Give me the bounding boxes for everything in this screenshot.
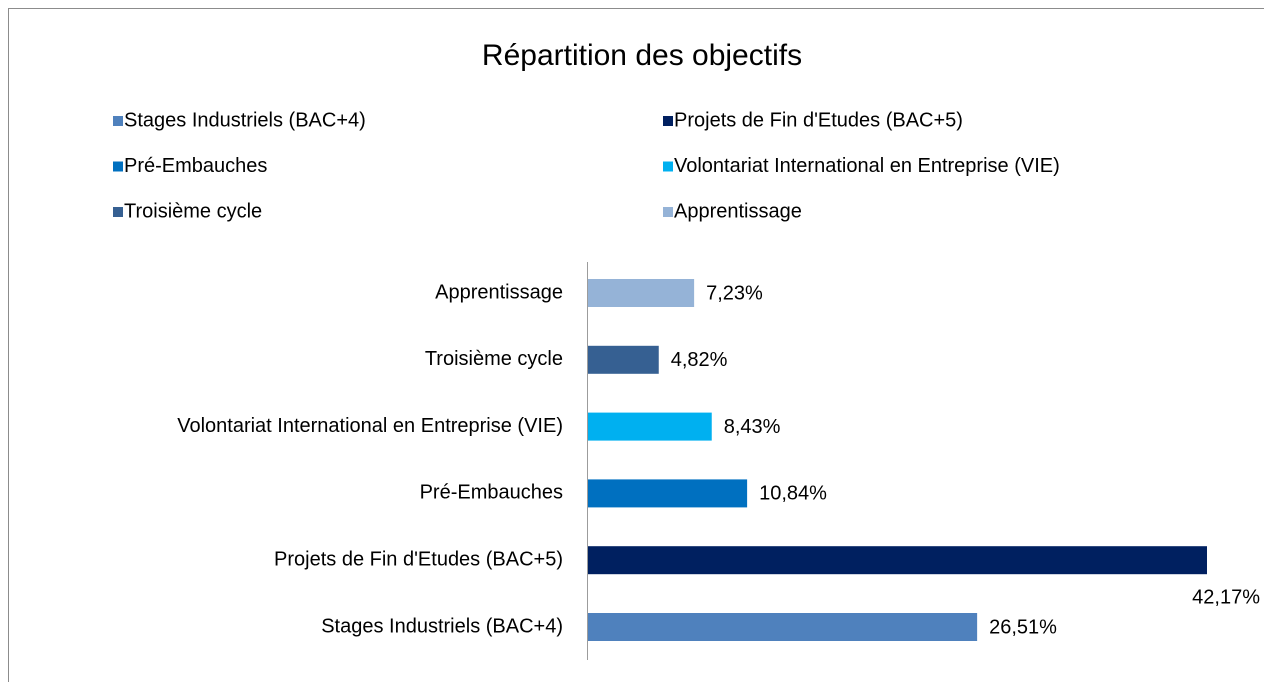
y-tick-label: Volontariat International en Entreprise …	[177, 415, 563, 437]
y-tick-label: Pré-Embauches	[420, 482, 563, 504]
y-tick-label: Projets de Fin d'Etudes (BAC+5)	[274, 548, 563, 570]
bar	[588, 345, 659, 374]
legend-label: Apprentissage	[674, 200, 802, 222]
bar	[588, 546, 1207, 575]
data-label: 26,51%	[989, 616, 1057, 638]
legend-label: Projets de Fin d'Etudes (BAC+5)	[674, 109, 963, 131]
legend-swatch	[113, 161, 123, 172]
legend-label: Stages Industriels (BAC+4)	[124, 109, 366, 131]
legend-swatch	[113, 116, 123, 126]
legend-label: Pré-Embauches	[124, 155, 267, 177]
legend-swatch	[663, 207, 673, 217]
bar	[588, 279, 695, 307]
data-label: 10,84%	[759, 483, 827, 505]
y-tick-label: Apprentissage	[435, 281, 563, 303]
data-label: 42,17%	[1192, 586, 1260, 608]
legend-swatch	[663, 116, 673, 126]
y-tick-label: Stages Industriels (BAC+4)	[321, 615, 563, 637]
data-label: 7,23%	[706, 282, 763, 304]
legend-label: Volontariat International en Entreprise …	[674, 155, 1060, 177]
legend-label: Troisième cycle	[124, 200, 262, 222]
y-tick-label: Troisième cycle	[425, 348, 563, 370]
data-label: 4,82%	[671, 349, 728, 371]
legend-swatch	[113, 207, 123, 217]
bar	[588, 412, 712, 441]
data-label: 8,43%	[724, 416, 781, 438]
legend-swatch	[663, 161, 673, 172]
bar	[588, 479, 748, 508]
bar	[588, 613, 978, 641]
chart-title: Répartition des objectifs	[482, 39, 802, 72]
